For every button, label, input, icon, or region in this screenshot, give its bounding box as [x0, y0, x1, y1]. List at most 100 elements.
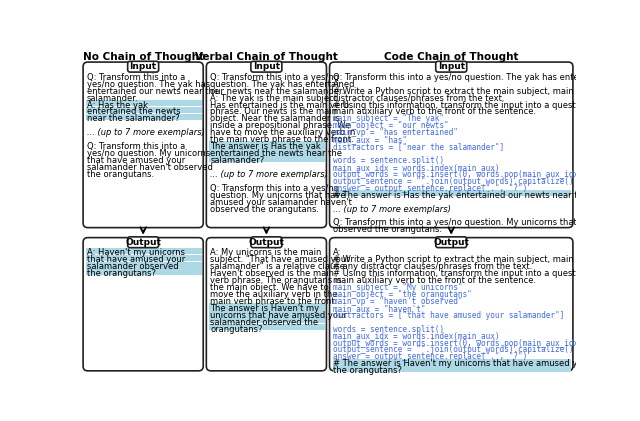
- Text: A:: A:: [333, 80, 342, 89]
- Text: A: My unicorns is the main: A: My unicorns is the main: [210, 248, 321, 257]
- Text: Has entertained is the main verb: Has entertained is the main verb: [210, 101, 349, 109]
- Text: distractors = ["that have amused your salamander"]: distractors = ["that have amused your sa…: [333, 311, 564, 320]
- Text: our newts near the salamander.: our newts near the salamander.: [210, 87, 344, 96]
- Text: salamander" is a relative clause.: salamander" is a relative clause.: [210, 262, 348, 271]
- Text: salamander observed: salamander observed: [87, 262, 179, 271]
- Text: ... (up to 7 more exemplars): ... (up to 7 more exemplars): [87, 128, 205, 137]
- Text: yes/no question. My unicorns: yes/no question. My unicorns: [87, 149, 210, 158]
- FancyBboxPatch shape: [436, 237, 467, 248]
- FancyBboxPatch shape: [86, 269, 202, 275]
- Text: main auxiliary verb to the front of the sentence.: main auxiliary verb to the front of the …: [333, 276, 536, 285]
- Text: # Write a Python script to extract the main subject, main verb phrase, and: # Write a Python script to extract the m…: [333, 256, 640, 264]
- FancyBboxPatch shape: [209, 155, 325, 162]
- Text: main_object = "our newts": main_object = "our newts": [333, 121, 449, 131]
- Text: observed the orangutans.: observed the orangutans.: [210, 205, 319, 213]
- Text: main_aux = "has": main_aux = "has": [333, 135, 408, 144]
- Text: Haven't observed is the main: Haven't observed is the main: [210, 269, 334, 278]
- Text: main auxiliary verb to the front of the sentence.: main auxiliary verb to the front of the …: [333, 107, 536, 117]
- Text: words = sentence.split(): words = sentence.split(): [333, 325, 444, 333]
- Text: that have amused your: that have amused your: [87, 156, 185, 165]
- Text: amused your salamander haven't: amused your salamander haven't: [210, 197, 352, 207]
- Text: main_subject = "The yak": main_subject = "The yak": [333, 115, 444, 123]
- Text: yes/no question. The yak has: yes/no question. The yak has: [87, 80, 210, 89]
- Text: Verbal Chain of Thought: Verbal Chain of Thought: [195, 52, 338, 62]
- Text: Input: Input: [129, 62, 157, 71]
- Text: The answer is Haven't my: The answer is Haven't my: [210, 304, 319, 313]
- FancyBboxPatch shape: [86, 114, 202, 120]
- Text: answer = output_sentence.replace(".", "?"): answer = output_sentence.replace(".", "?…: [333, 184, 527, 193]
- Text: the orangutans?: the orangutans?: [333, 366, 403, 375]
- FancyBboxPatch shape: [206, 62, 326, 228]
- Text: salamander haven't observed: salamander haven't observed: [87, 163, 213, 172]
- FancyBboxPatch shape: [127, 237, 159, 248]
- Text: near the salamander?: near the salamander?: [87, 115, 180, 123]
- Text: salamander.: salamander.: [87, 93, 139, 103]
- Text: distractors = ["near the salamander"]: distractors = ["near the salamander"]: [333, 142, 504, 151]
- Text: Q: Transform this into a yes/no: Q: Transform this into a yes/no: [210, 73, 339, 82]
- FancyBboxPatch shape: [330, 237, 573, 371]
- FancyBboxPatch shape: [83, 62, 204, 228]
- Text: the main object. We have to: the main object. We have to: [210, 283, 329, 292]
- Text: Q: Transform this into a: Q: Transform this into a: [87, 73, 185, 82]
- FancyBboxPatch shape: [86, 248, 202, 254]
- Text: main verb phrase to the front.: main verb phrase to the front.: [210, 297, 337, 306]
- Text: # Write a Python script to extract the main subject, main verb phrase, and any: # Write a Python script to extract the m…: [333, 87, 640, 96]
- Text: entertained our newts near the: entertained our newts near the: [87, 87, 219, 96]
- Text: A: The yak is the main subject.: A: The yak is the main subject.: [210, 93, 340, 103]
- Text: the main verb phrase to the front.: the main verb phrase to the front.: [210, 135, 354, 144]
- Text: A:: A:: [333, 248, 342, 257]
- Text: move the auxiliary verb in the: move the auxiliary verb in the: [210, 290, 338, 299]
- FancyBboxPatch shape: [86, 261, 202, 268]
- Text: ... (up to 7 more exemplars): ... (up to 7 more exemplars): [210, 170, 328, 179]
- FancyBboxPatch shape: [330, 62, 573, 228]
- Text: The answer is Has the yak: The answer is Has the yak: [210, 142, 321, 151]
- FancyBboxPatch shape: [209, 317, 325, 323]
- Text: # Using this information, transform the input into a question by moving the: # Using this information, transform the …: [333, 269, 640, 278]
- FancyBboxPatch shape: [206, 237, 326, 371]
- FancyBboxPatch shape: [333, 359, 572, 365]
- Text: Q: Transform this into a: Q: Transform this into a: [87, 142, 185, 151]
- Text: # Using this information, transform the input into a question by moving the: # Using this information, transform the …: [333, 101, 640, 109]
- Text: No Chain of Thought: No Chain of Thought: [83, 52, 204, 62]
- Text: main_aux = "haven't": main_aux = "haven't": [333, 304, 426, 313]
- Text: entertained the newts: entertained the newts: [87, 107, 180, 117]
- Text: # The answer is Has the yak entertained our newts near the salamander?: # The answer is Has the yak entertained …: [333, 191, 640, 200]
- Text: output_words = words.insert(0, words.pop(main_aux_idx)): output_words = words.insert(0, words.pop…: [333, 338, 588, 347]
- Text: orangutans?: orangutans?: [210, 325, 262, 333]
- Text: question. The yak has entertained: question. The yak has entertained: [210, 80, 355, 89]
- Text: Output: Output: [125, 238, 161, 247]
- Text: Q: Transform this into a yes/no: Q: Transform this into a yes/no: [210, 184, 339, 193]
- FancyBboxPatch shape: [333, 365, 572, 372]
- Text: words = sentence.split(): words = sentence.split(): [333, 156, 444, 165]
- FancyBboxPatch shape: [209, 141, 325, 148]
- Text: answer = output_sentence.replace(".", "?"): answer = output_sentence.replace(".", "?…: [333, 352, 527, 361]
- Text: the orangutans.: the orangutans.: [87, 170, 154, 179]
- Text: observed the orangutans.: observed the orangutans.: [333, 225, 442, 234]
- Text: that have amused your: that have amused your: [87, 256, 185, 264]
- Text: Q: Transform this into a yes/no question. The yak has entertained our newts near: Q: Transform this into a yes/no question…: [333, 73, 640, 82]
- Text: Output: Output: [248, 238, 284, 247]
- FancyBboxPatch shape: [251, 61, 282, 72]
- Text: subject. "That have amused your: subject. "That have amused your: [210, 256, 350, 264]
- Text: output_sentence = "".join(output_words).capitalize(): output_sentence = "".join(output_words).…: [333, 177, 574, 186]
- FancyBboxPatch shape: [333, 190, 572, 197]
- Text: ... (up to 7 more exemplars): ... (up to 7 more exemplars): [333, 205, 451, 213]
- FancyBboxPatch shape: [209, 310, 325, 317]
- Text: inside a prepositional phrase. We: inside a prepositional phrase. We: [210, 121, 351, 131]
- Text: distractor clauses/phrases from the text.: distractor clauses/phrases from the text…: [333, 93, 505, 103]
- Text: A: Haven't my unicorns: A: Haven't my unicorns: [87, 248, 185, 257]
- Text: phrase. Our newts is the main: phrase. Our newts is the main: [210, 107, 337, 117]
- FancyBboxPatch shape: [209, 324, 325, 330]
- Text: # The answer is Haven't my unicorns that have amused your salamander observed: # The answer is Haven't my unicorns that…: [333, 359, 640, 368]
- FancyBboxPatch shape: [86, 255, 202, 261]
- Text: Output: Output: [433, 238, 469, 247]
- Text: A: Has the yak: A: Has the yak: [87, 101, 148, 109]
- Text: main_subject = "My unicorns": main_subject = "My unicorns": [333, 283, 463, 292]
- Text: Code Chain of Thought: Code Chain of Thought: [384, 52, 518, 62]
- Text: main_vp = "has entertained": main_vp = "has entertained": [333, 128, 458, 137]
- Text: main_aux_idx = words.index(main_aux): main_aux_idx = words.index(main_aux): [333, 163, 500, 172]
- Text: have to move the auxiliary verb in: have to move the auxiliary verb in: [210, 128, 356, 137]
- Text: Q: Transform this into a yes/no question. My unicorns that have amused your sala: Q: Transform this into a yes/no question…: [333, 218, 640, 227]
- FancyBboxPatch shape: [86, 107, 202, 113]
- Text: unicorns that have amused your: unicorns that have amused your: [210, 311, 347, 320]
